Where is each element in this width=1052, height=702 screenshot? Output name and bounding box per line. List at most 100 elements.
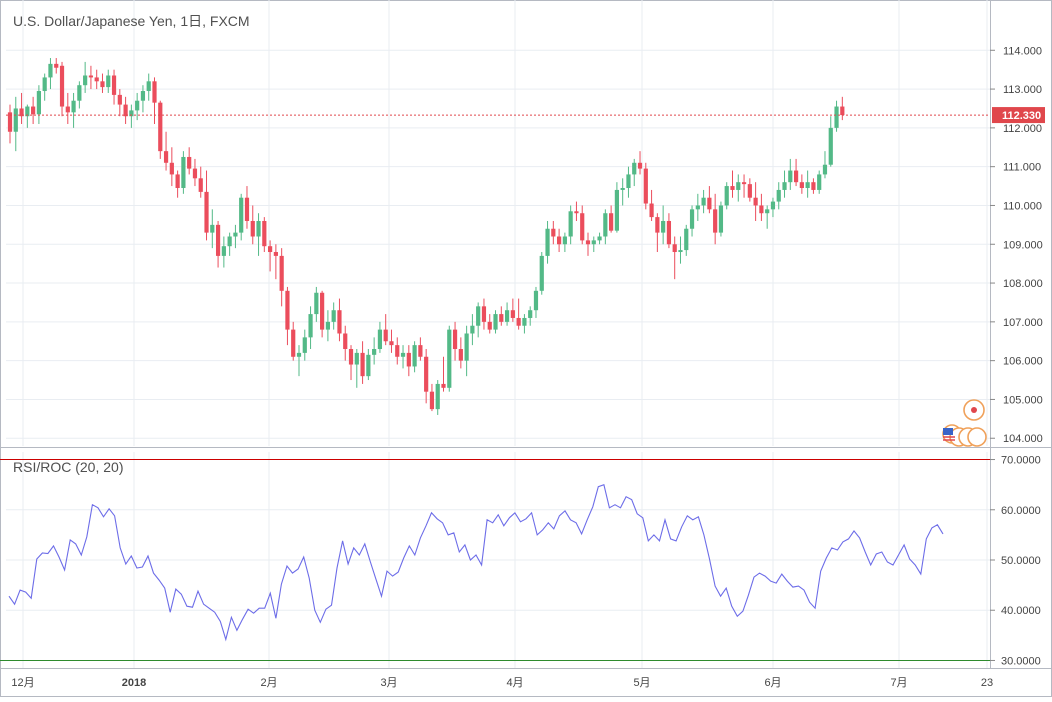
candle (609, 205, 614, 233)
candle (470, 314, 475, 346)
candle (730, 170, 735, 198)
candle (187, 147, 192, 175)
candle-body (273, 252, 278, 256)
candle (585, 232, 591, 256)
candle (811, 178, 816, 194)
candle (707, 186, 712, 214)
candle (360, 341, 365, 384)
candle (337, 298, 342, 342)
candle-body (620, 188, 625, 190)
price-tick-label: 105.000 (1003, 394, 1043, 406)
candle (77, 81, 82, 109)
candle (603, 209, 608, 245)
candle (268, 240, 273, 272)
candle-body (25, 106, 30, 117)
x-tick-label: 23 (981, 677, 993, 689)
candle (71, 92, 76, 128)
candle (383, 314, 388, 346)
candle (273, 244, 278, 280)
candle-body (632, 162, 637, 175)
candle-body (13, 108, 18, 132)
rsi-roc-line (8, 483, 944, 642)
candle-body (707, 197, 712, 210)
candle-body (666, 220, 672, 245)
candle-body (805, 182, 810, 189)
candle (42, 73, 47, 101)
price-tick-label: 108.000 (1003, 278, 1043, 290)
x-tick-label: 5月 (633, 677, 650, 689)
candle (562, 232, 567, 253)
x-tick-label: 3月 (380, 677, 397, 689)
candle-body (227, 236, 232, 247)
candle (487, 314, 492, 334)
candle (834, 100, 839, 132)
candle (372, 337, 377, 365)
candle-body (568, 211, 573, 237)
candle-body (557, 236, 562, 245)
candle-body (169, 162, 174, 175)
x-tick-label: 6月 (764, 677, 781, 689)
candle (782, 170, 787, 198)
price-tick-label: 111.000 (1003, 162, 1041, 174)
candle-body (175, 174, 180, 189)
candle (140, 85, 146, 113)
candle-body (65, 106, 70, 113)
candle-body (389, 341, 394, 346)
candle-body (447, 329, 452, 388)
candle (117, 89, 122, 117)
events-badge-icon[interactable] (935, 396, 997, 448)
x-tick-label: 12月 (11, 677, 34, 689)
candle-body (591, 240, 596, 245)
candle-body (828, 127, 833, 165)
candle-body (822, 164, 828, 175)
candle-body (325, 321, 330, 330)
candle-body (655, 217, 660, 233)
candle (348, 345, 354, 381)
candle (100, 73, 105, 93)
x-tick-label: 2月 (260, 677, 277, 689)
candle (568, 205, 573, 245)
candle (441, 356, 446, 392)
candle (250, 205, 255, 245)
candle (759, 193, 764, 221)
candle-body (545, 228, 550, 256)
candle-body (308, 314, 313, 338)
candle (493, 310, 498, 334)
candle-body (649, 203, 654, 218)
candle (672, 236, 677, 280)
candle-body (152, 81, 157, 103)
candle-body (100, 81, 105, 88)
candle (424, 349, 429, 404)
candle (458, 337, 463, 369)
candle (279, 248, 284, 307)
candle (175, 170, 180, 198)
candle-body (510, 310, 515, 318)
candle-body (406, 352, 411, 367)
candle (291, 321, 296, 361)
candle (192, 158, 198, 187)
candle-body (302, 337, 307, 353)
candle (65, 92, 70, 124)
candle-body (424, 356, 429, 392)
candle (302, 329, 307, 361)
candle-body (481, 306, 487, 322)
candle (25, 104, 30, 128)
candle-body (256, 220, 261, 237)
candle-body (499, 314, 504, 322)
candle-body (135, 100, 140, 111)
candle-body (637, 162, 643, 169)
candle-body (603, 213, 608, 237)
candle (840, 96, 845, 121)
candle-body (429, 391, 435, 410)
candle-body (117, 94, 122, 105)
candle-body (221, 246, 226, 256)
candle (539, 252, 544, 295)
candle-body (759, 205, 764, 214)
candle-body (291, 329, 296, 357)
rsi-tick-label: 50.0000 (1001, 555, 1041, 567)
rsi-tick-label: 30.0000 (1001, 655, 1041, 667)
candle (129, 104, 134, 128)
candle (152, 77, 157, 124)
candle (632, 158, 637, 187)
candle (163, 131, 169, 171)
